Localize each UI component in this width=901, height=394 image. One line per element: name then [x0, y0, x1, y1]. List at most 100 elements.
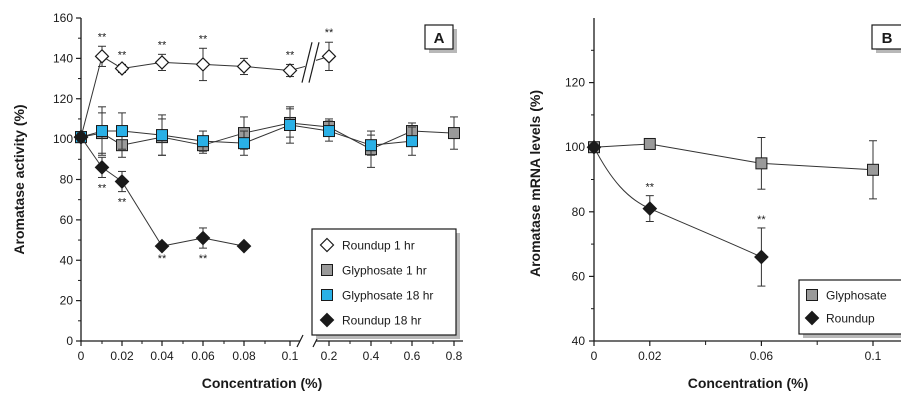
x-tick-label: 0.8 [446, 349, 463, 363]
data-point [195, 230, 211, 246]
y-tick-label: 160 [53, 11, 73, 25]
series-line [80, 136, 103, 168]
series-line [80, 56, 103, 138]
data-point [73, 129, 89, 145]
series-line [202, 140, 245, 144]
legend-marker [806, 289, 818, 301]
panel-letter-box [424, 24, 454, 50]
panel-b: 40 60 80 100 120 0 0.02 0.06 0.1 Concentration (%… [527, 18, 901, 391]
data-point [321, 49, 337, 64]
significance-label: ** [646, 182, 655, 194]
series-line [370, 140, 413, 146]
data-point [94, 49, 110, 64]
series-line [289, 122, 330, 128]
x-tick-label: 0.6 [404, 349, 421, 363]
series-line [243, 124, 291, 144]
data-point [867, 163, 879, 176]
data-point [323, 125, 335, 138]
significance-label: ** [325, 27, 334, 39]
significance-label: ** [158, 253, 167, 265]
significance-label: ** [158, 39, 167, 51]
x-axis-title: Concentration (%) [688, 375, 809, 391]
data-point [282, 63, 298, 78]
data-point [154, 238, 170, 254]
legend-marker [321, 289, 333, 301]
data-point [448, 127, 460, 140]
data-point [236, 59, 252, 74]
data-point [238, 137, 250, 150]
significance-label: ** [286, 49, 295, 61]
y-tick-label: 120 [53, 92, 73, 106]
series-line [202, 132, 245, 146]
data-point [116, 125, 128, 138]
y-tick-label: 40 [572, 334, 586, 348]
y-tick-label: 100 [53, 132, 73, 146]
y-tick-label: 60 [60, 213, 74, 227]
panel-letter: B [882, 30, 893, 47]
data-point [197, 135, 209, 148]
data-point [94, 160, 110, 175]
series-line [289, 124, 330, 132]
panel-letter-box [871, 24, 901, 50]
data-point [156, 129, 168, 142]
legend-label: Glyphosate [826, 289, 887, 303]
series-line [649, 143, 762, 164]
panel-letter: A [434, 30, 445, 47]
x-tick-label: 0 [78, 349, 85, 363]
data-break-mark [301, 42, 313, 83]
series-roundup: ** ** [586, 139, 769, 287]
data-point [754, 249, 769, 265]
series-line [761, 162, 874, 171]
legend-marker [319, 237, 335, 253]
y-tick-label: 80 [60, 173, 74, 187]
axis-break-mark [296, 334, 304, 348]
series-line [121, 61, 163, 69]
y-tick-label: 80 [572, 205, 586, 219]
x-tick-label: 0.02 [110, 349, 134, 363]
significance-label: ** [98, 182, 107, 194]
series-line [161, 134, 204, 142]
data-point [643, 137, 656, 150]
data-point [114, 174, 130, 189]
series-line [121, 136, 163, 146]
data-point [114, 61, 130, 76]
y-tick-label: 40 [60, 253, 74, 267]
legend-marker [319, 312, 335, 328]
significance-label: ** [199, 253, 208, 265]
legend-box [311, 228, 457, 336]
data-point [755, 157, 768, 170]
significance-label: ** [199, 33, 208, 45]
x-tick-label: 0.06 [750, 349, 774, 363]
data-point [236, 238, 252, 254]
y-tick-label: 140 [53, 51, 73, 65]
x-tick-label: 0.04 [150, 349, 174, 363]
x-tick-label: 0.1 [865, 349, 882, 363]
legend-label: Roundup 1 hr [342, 239, 415, 253]
data-point [284, 118, 296, 131]
x-tick-label: 0 [591, 349, 598, 363]
legend-label: Roundup 18 hr [342, 314, 421, 328]
x-tick-label: 0.2 [321, 349, 338, 363]
series-line [161, 136, 204, 146]
significance-label: ** [118, 49, 127, 61]
series-line [370, 130, 413, 150]
series-line [411, 130, 455, 134]
y-axis-title: Aromatase activity (%) [11, 104, 27, 254]
series-line [202, 237, 245, 247]
series-line [121, 181, 163, 247]
series-line [593, 143, 650, 148]
data-point [195, 57, 211, 72]
legend-marker [804, 310, 820, 326]
series-line [328, 130, 372, 146]
series-line [161, 237, 204, 247]
data-point [365, 139, 377, 152]
x-tick-label: 0.4 [363, 349, 380, 363]
y-tick-label: 0 [66, 334, 73, 348]
significance-label: ** [118, 197, 127, 209]
y-tick-label: 20 [60, 294, 74, 308]
legend-marker [321, 264, 333, 276]
x-tick-label: 0.1 [282, 349, 299, 363]
legend-label: Glyphosate 18 hr [342, 289, 433, 303]
y-axis-title: Aromatase mRNA levels (%) [527, 90, 543, 277]
